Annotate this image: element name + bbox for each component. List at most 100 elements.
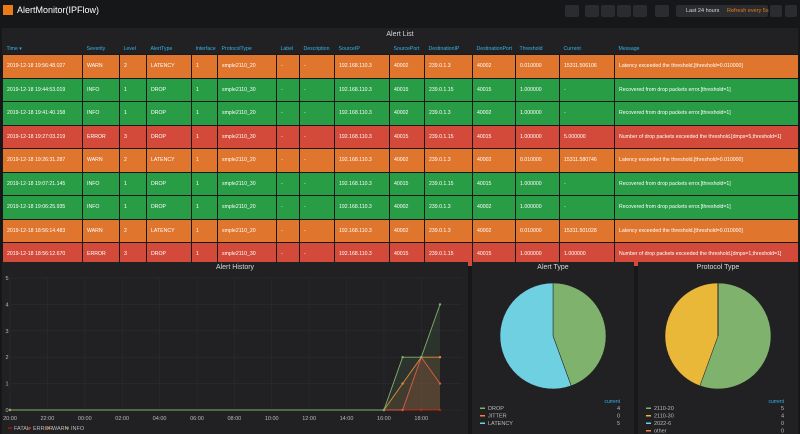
cell: smple2110_30	[217, 77, 277, 102]
x-tick-label: 18:00	[414, 416, 428, 422]
column-header[interactable]: Label	[280, 45, 294, 52]
legend-value: 4	[781, 414, 784, 420]
star[interactable]	[585, 5, 599, 17]
time-range[interactable]: Last 24 hours	[686, 8, 720, 14]
column-header[interactable]: SourceIP	[338, 45, 360, 52]
legend-label: 2110-30	[654, 414, 674, 420]
legend-label: DROP	[488, 406, 504, 412]
cell: Recovered from drop packets error.[thres…	[614, 77, 799, 102]
top-bar: AlertMonitor(IPFlow) Last 24 hours Refre…	[0, 0, 800, 24]
cell: 239.0.1.3	[424, 54, 473, 79]
tv-mode[interactable]	[655, 5, 669, 17]
legend-label: LATENCY	[488, 421, 513, 427]
cell: 1	[191, 101, 218, 126]
cell: 40002	[472, 54, 516, 79]
add-panel[interactable]	[565, 5, 579, 17]
legend-value: 0	[781, 421, 784, 427]
cell: 2	[119, 54, 147, 79]
legend-label: other	[654, 429, 667, 434]
pie-slice	[552, 282, 607, 387]
time-picker[interactable]	[676, 5, 768, 17]
y-tick-label: 1	[5, 382, 8, 388]
alert-row: 2019-12-18 18:56:14.483 WARN 2 LATENCY 1 smpl…	[2, 218, 799, 243]
alert-row: 2019-12-18 19:06:25.935 INFO 1 DROP 1 smple21…	[2, 195, 799, 220]
column-header[interactable]: Message	[618, 45, 640, 52]
y-tick-label: 0	[5, 408, 8, 414]
column-header[interactable]: Current	[563, 45, 581, 52]
column-header[interactable]: ProtocolType	[221, 45, 252, 52]
cell: 1.000000	[515, 101, 560, 126]
y-tick-label: 2	[5, 355, 8, 361]
cell: smple2110_20	[217, 54, 277, 79]
point	[420, 408, 423, 412]
share[interactable]	[601, 5, 615, 17]
point	[382, 408, 386, 412]
point	[438, 382, 442, 385]
cell: 40002	[389, 101, 425, 126]
column-header[interactable]: AlertType	[150, 45, 173, 52]
legend-label: JITTER	[488, 414, 507, 420]
point	[8, 408, 12, 412]
point	[401, 382, 404, 385]
column-header[interactable]: Level	[123, 45, 136, 52]
column-header[interactable]: Threshold	[519, 45, 543, 52]
cell: -	[276, 171, 300, 196]
x-tick-label: 14:00	[340, 416, 354, 422]
pie-slice	[699, 282, 772, 390]
alert-row: 2019-12-18 18:56:12.670 ERROR 3 DROP 1 smple2…	[2, 242, 799, 267]
alert-row: 2019-12-18 19:44:53.019 INFO 1 DROP 1 smple21…	[2, 77, 799, 102]
legend-swatch	[480, 415, 485, 417]
legend-swatch	[646, 415, 651, 417]
column-header[interactable]: Interface	[195, 45, 216, 52]
top-icons	[3, 5, 797, 17]
cell: smple2110_20	[217, 218, 277, 243]
cell: DROP	[146, 195, 192, 220]
cell: smple2110_20	[217, 101, 277, 126]
legend-value: 4	[617, 406, 620, 412]
cell: 40015	[472, 77, 516, 102]
y-tick-label: 4	[5, 302, 8, 308]
save[interactable]	[617, 5, 631, 17]
dashboard-title[interactable]: AlertMonitor(IPFlow)	[17, 5, 100, 15]
cell: 192.168.110.3	[334, 77, 390, 102]
point	[401, 408, 404, 412]
cell: 239.0.1.3	[424, 195, 473, 220]
cell: 1	[119, 101, 147, 126]
cell: -	[276, 54, 300, 79]
refresh[interactable]	[785, 5, 797, 17]
series-area	[10, 357, 440, 410]
settings[interactable]	[633, 5, 647, 17]
legend-label: ERROR	[33, 426, 53, 432]
column-header[interactable]: Description	[303, 45, 330, 52]
legend-swatch	[646, 422, 651, 424]
cell: INFO	[82, 171, 120, 196]
y-tick-label: 3	[5, 329, 8, 335]
cell: 5.000000	[559, 124, 615, 149]
column-header[interactable]: Severity	[86, 45, 106, 52]
cell: -	[276, 148, 300, 173]
legend-swatch	[480, 407, 485, 409]
cell: 2019-12-18 19:44:53.019	[2, 77, 83, 102]
zoom-out[interactable]	[770, 5, 782, 17]
refresh-interval[interactable]: Refresh every 5s	[727, 8, 769, 14]
cell: WARN	[82, 54, 120, 79]
alert-history-panel	[2, 262, 468, 434]
legend-value: 0	[617, 414, 620, 420]
cell: Recovered from drop packets error.[thres…	[614, 101, 799, 126]
column-header[interactable]: Time ▾	[6, 45, 22, 52]
column-header[interactable]: DestinationIP	[428, 45, 460, 52]
column-header[interactable]: DestinationPort	[476, 45, 512, 52]
cell: LATENCY	[146, 148, 192, 173]
x-tick-label: 12:00	[302, 416, 316, 422]
column-header[interactable]: SourcePort	[393, 45, 420, 52]
legend-value: 5	[617, 421, 620, 427]
x-tick-label: 00:00	[78, 416, 92, 422]
cell: 1	[191, 54, 218, 79]
cell: -	[299, 77, 335, 102]
legend-swatch	[646, 430, 651, 432]
grafana-logo[interactable]	[3, 5, 13, 15]
x-tick-label: 08:00	[227, 416, 241, 422]
legend-swatch	[480, 422, 485, 424]
cell: Latency exceeded the threshold.[threshol…	[614, 218, 799, 243]
